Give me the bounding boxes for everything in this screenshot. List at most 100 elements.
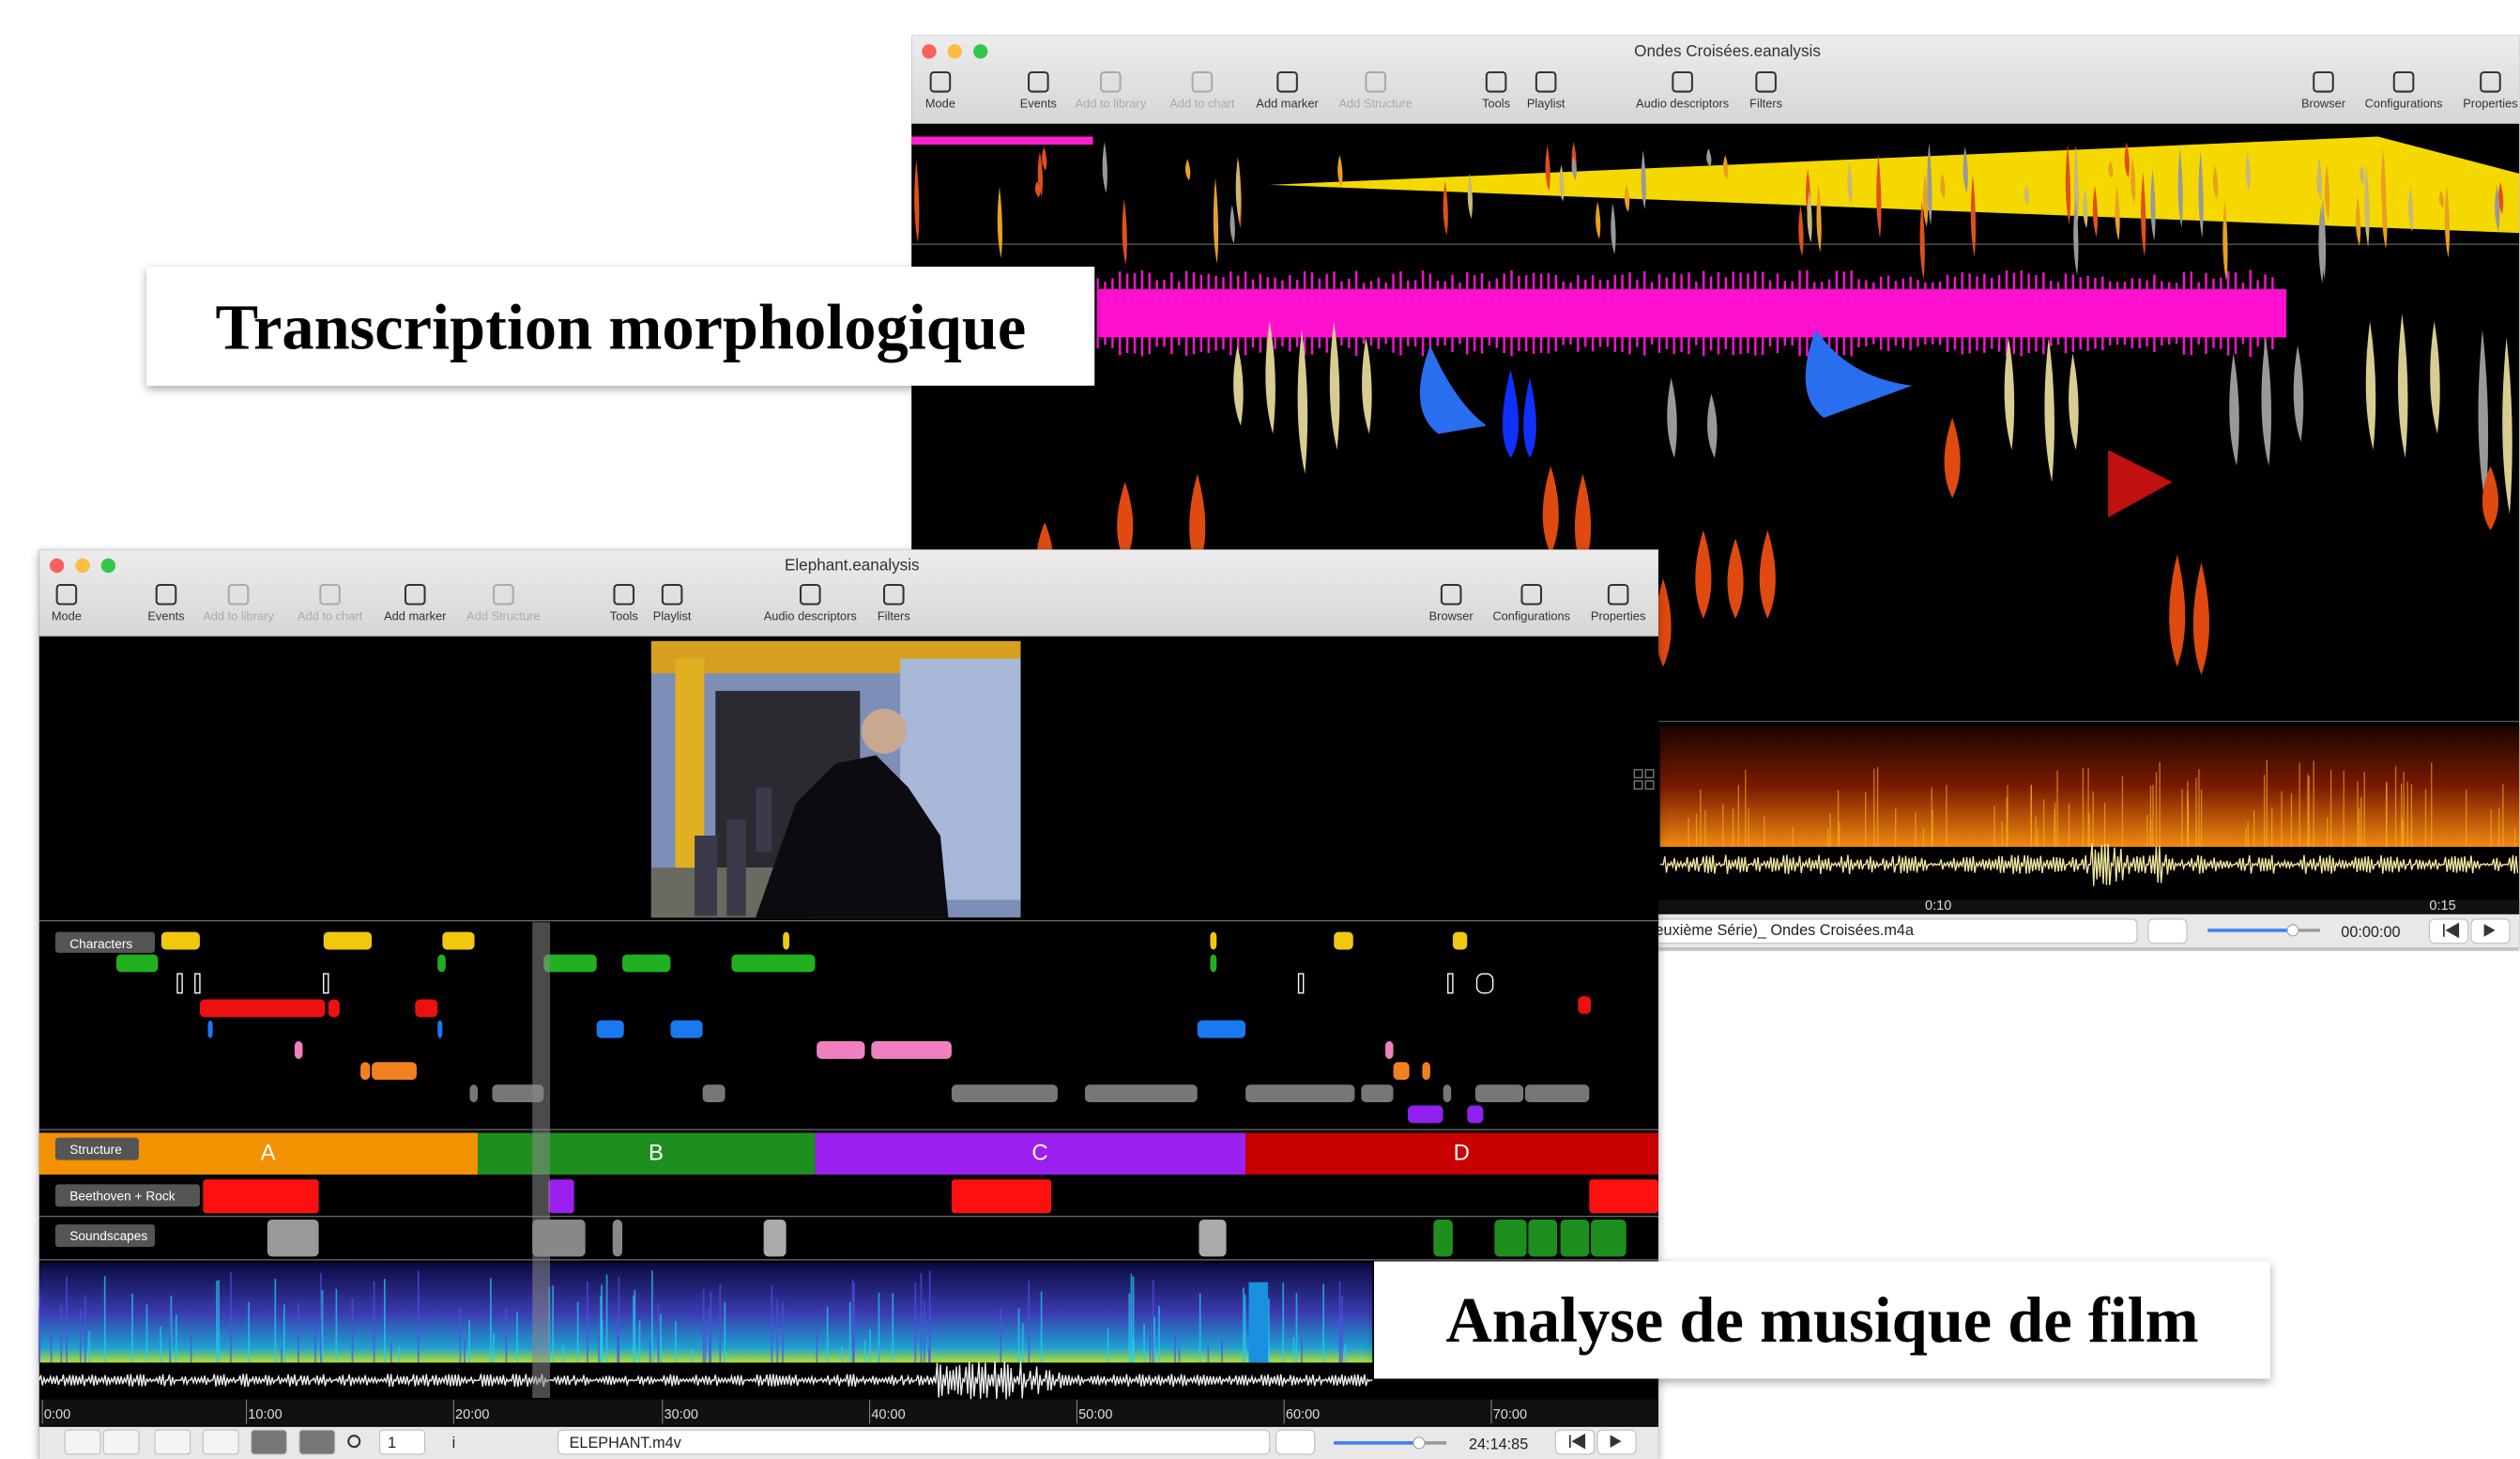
event[interactable] [323, 973, 329, 994]
event[interactable] [1297, 973, 1305, 994]
zoom-field[interactable] [379, 1429, 426, 1455]
event[interactable] [1422, 1062, 1430, 1081]
toolbar-button[interactable]: Playlist [653, 583, 692, 623]
event[interactable] [360, 1062, 371, 1081]
zoom-button[interactable] [973, 44, 988, 59]
toolbar-button[interactable]: Mode [925, 70, 955, 111]
event[interactable] [548, 1179, 574, 1214]
close-button[interactable] [49, 558, 65, 574]
event[interactable] [622, 954, 671, 973]
close-button[interactable] [922, 44, 937, 59]
minimize-button[interactable] [947, 44, 963, 59]
tool-button[interactable] [298, 1429, 336, 1455]
toolbar-button[interactable]: Mode [52, 583, 82, 623]
event[interactable] [1578, 996, 1592, 1014]
volume-button[interactable] [1275, 1429, 1316, 1455]
grid-icon[interactable] [1633, 769, 1655, 791]
toolbar-button[interactable]: Add marker [1256, 70, 1319, 111]
toolbar-button[interactable]: Properties [1591, 583, 1645, 623]
toolbar-button[interactable]: Audio descriptors [1636, 70, 1729, 111]
event[interactable] [1245, 1084, 1355, 1103]
toolbar-button[interactable]: Add to chart [1169, 70, 1235, 111]
tool-button[interactable] [202, 1429, 239, 1455]
event[interactable] [763, 1219, 787, 1257]
volume-knob[interactable] [2286, 924, 2299, 937]
event[interactable] [1443, 1084, 1452, 1103]
event[interactable] [1433, 1219, 1453, 1257]
event[interactable] [1199, 1219, 1227, 1257]
event[interactable] [1084, 1084, 1198, 1103]
event[interactable] [1210, 931, 1217, 950]
toolbar-button[interactable]: Events [147, 583, 185, 623]
event[interactable] [294, 1041, 303, 1059]
section[interactable] [815, 1132, 1246, 1175]
toolbar-button[interactable]: Tools [610, 583, 638, 623]
event[interactable] [1452, 931, 1468, 950]
toolbar-button[interactable]: Events [1020, 70, 1057, 111]
toolbar-button[interactable]: Browser [1429, 583, 1474, 623]
event[interactable] [1475, 973, 1494, 994]
event[interactable] [267, 1219, 319, 1257]
event[interactable] [1210, 954, 1217, 973]
event[interactable] [437, 954, 446, 973]
toolbar-button[interactable]: Add marker [384, 583, 447, 623]
event[interactable] [871, 1041, 952, 1059]
event[interactable] [1524, 1084, 1590, 1103]
event[interactable] [783, 931, 790, 950]
toolbar-button[interactable]: Filters [1749, 70, 1782, 111]
volume-button[interactable] [2147, 918, 2188, 945]
event[interactable] [1474, 1084, 1524, 1103]
event[interactable] [323, 931, 373, 950]
file-selector[interactable] [557, 1429, 1271, 1455]
playhead[interactable] [532, 922, 551, 1398]
event[interactable] [817, 1041, 865, 1059]
event[interactable] [1361, 1084, 1394, 1103]
event[interactable] [328, 999, 340, 1018]
toolbar-button[interactable]: Add to library [203, 583, 274, 623]
event[interactable] [199, 999, 326, 1018]
event[interactable] [1334, 931, 1353, 950]
event[interactable] [951, 1179, 1052, 1214]
event[interactable] [115, 954, 159, 973]
toolbar-button[interactable]: Tools [1482, 70, 1510, 111]
tool-button[interactable] [251, 1429, 287, 1455]
info-button[interactable]: i [452, 1435, 456, 1451]
section[interactable] [1245, 1132, 1658, 1175]
event[interactable] [1589, 1179, 1658, 1214]
tool-button[interactable] [64, 1429, 101, 1455]
event[interactable] [670, 1020, 703, 1038]
toolbar-button[interactable]: Add to library [1076, 70, 1147, 111]
event[interactable] [1560, 1219, 1590, 1257]
tool-button[interactable] [154, 1429, 191, 1455]
event[interactable] [543, 954, 597, 973]
event[interactable] [492, 1084, 544, 1103]
event[interactable] [160, 931, 200, 950]
event[interactable] [731, 954, 816, 973]
event[interactable] [1393, 1062, 1410, 1081]
section[interactable] [478, 1132, 816, 1175]
event[interactable] [442, 931, 475, 950]
toolbar-button[interactable]: Properties [2463, 70, 2518, 111]
event[interactable] [951, 1084, 1058, 1103]
event[interactable] [372, 1062, 417, 1081]
event[interactable] [194, 973, 201, 994]
toolbar-button[interactable]: Configurations [1492, 583, 1570, 623]
toolbar-button[interactable]: Playlist [1527, 70, 1565, 111]
event[interactable] [176, 973, 183, 994]
event[interactable] [437, 1020, 443, 1038]
event[interactable] [612, 1219, 623, 1257]
toolbar-button[interactable]: Add Structure [466, 583, 541, 623]
event[interactable] [1591, 1219, 1627, 1257]
event[interactable] [1467, 1105, 1484, 1124]
event[interactable] [1528, 1219, 1558, 1257]
event[interactable] [596, 1020, 624, 1038]
event[interactable] [1384, 1041, 1394, 1059]
toolbar-button[interactable]: Audio descriptors [764, 583, 857, 623]
event[interactable] [415, 999, 438, 1018]
toolbar-button[interactable]: Browser [2301, 70, 2346, 111]
tool-button[interactable] [102, 1429, 140, 1455]
toolbar-button[interactable]: Add Structure [1339, 70, 1413, 111]
event[interactable] [1197, 1020, 1246, 1038]
toolbar-button[interactable]: Configurations [2365, 70, 2443, 111]
event[interactable] [1447, 973, 1454, 994]
